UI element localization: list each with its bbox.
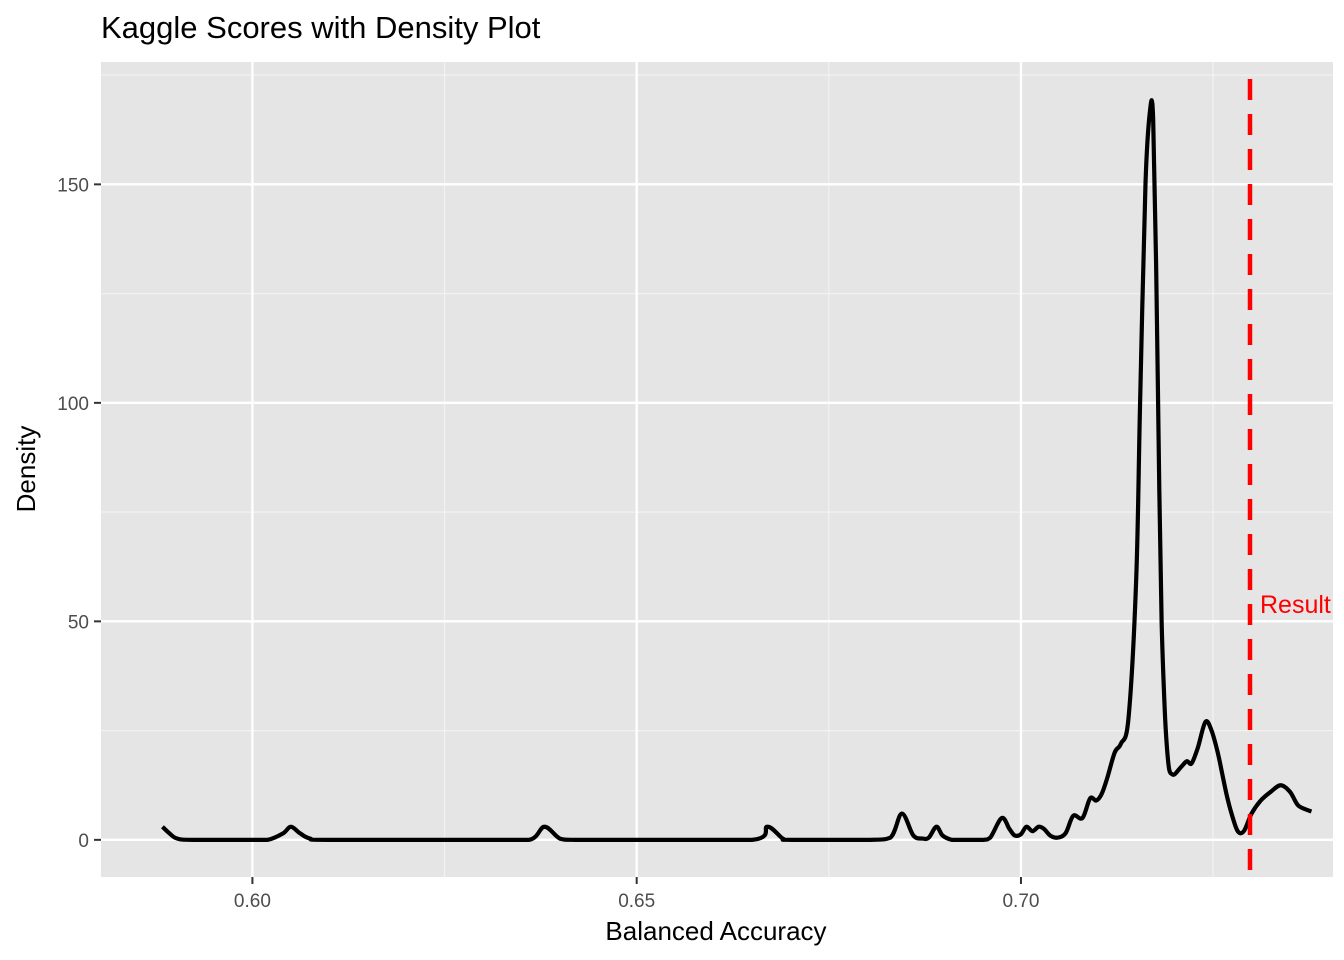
reference-line-group: Result <box>1247 79 1331 877</box>
density-line <box>161 98 1313 842</box>
x-axis-title: Balanced Accuracy <box>605 916 826 946</box>
result-label: Result <box>1260 591 1331 619</box>
y-axis-title: Density <box>11 426 41 513</box>
x-tick-label: 0.70 <box>1002 891 1039 912</box>
y-tick-label: 150 <box>57 175 89 196</box>
minor-gridlines <box>101 62 1333 877</box>
y-tick-label: 50 <box>68 612 89 633</box>
density-series <box>161 98 1313 842</box>
chart-title: Kaggle Scores with Density Plot <box>101 10 541 45</box>
y-axis: 0 50 100 150 <box>57 175 101 852</box>
y-tick-label: 100 <box>57 394 89 415</box>
x-axis: 0.60 0.65 0.70 <box>234 877 1039 912</box>
x-tick-label: 0.65 <box>618 891 655 912</box>
y-tick-label: 0 <box>78 831 89 852</box>
plot-panel <box>101 62 1333 877</box>
x-tick-label: 0.60 <box>234 891 271 912</box>
